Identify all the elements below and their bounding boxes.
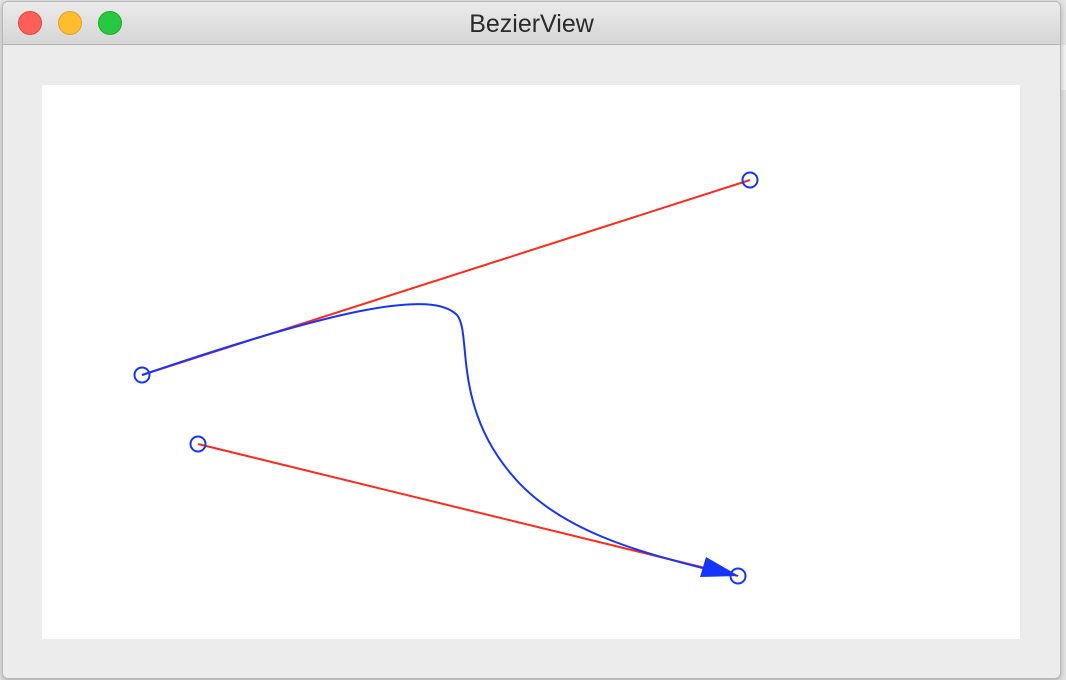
bezier-curve <box>141 303 723 574</box>
bezier-drawing <box>133 171 759 585</box>
title-bar[interactable]: BezierView <box>3 2 1060 45</box>
handle-control-point-2[interactable] <box>189 435 207 453</box>
window-title: BezierView <box>469 10 594 38</box>
background-window-edge <box>1058 45 1066 90</box>
handle-end-point[interactable] <box>729 567 747 585</box>
bezier-canvas[interactable] <box>42 85 1020 639</box>
handle-start-point[interactable] <box>133 366 151 384</box>
minimize-button[interactable] <box>58 11 82 35</box>
handle-control-point-1[interactable] <box>741 171 759 189</box>
close-button[interactable] <box>18 11 42 35</box>
zoom-button[interactable] <box>98 11 122 35</box>
arrowhead-icon <box>700 557 739 577</box>
